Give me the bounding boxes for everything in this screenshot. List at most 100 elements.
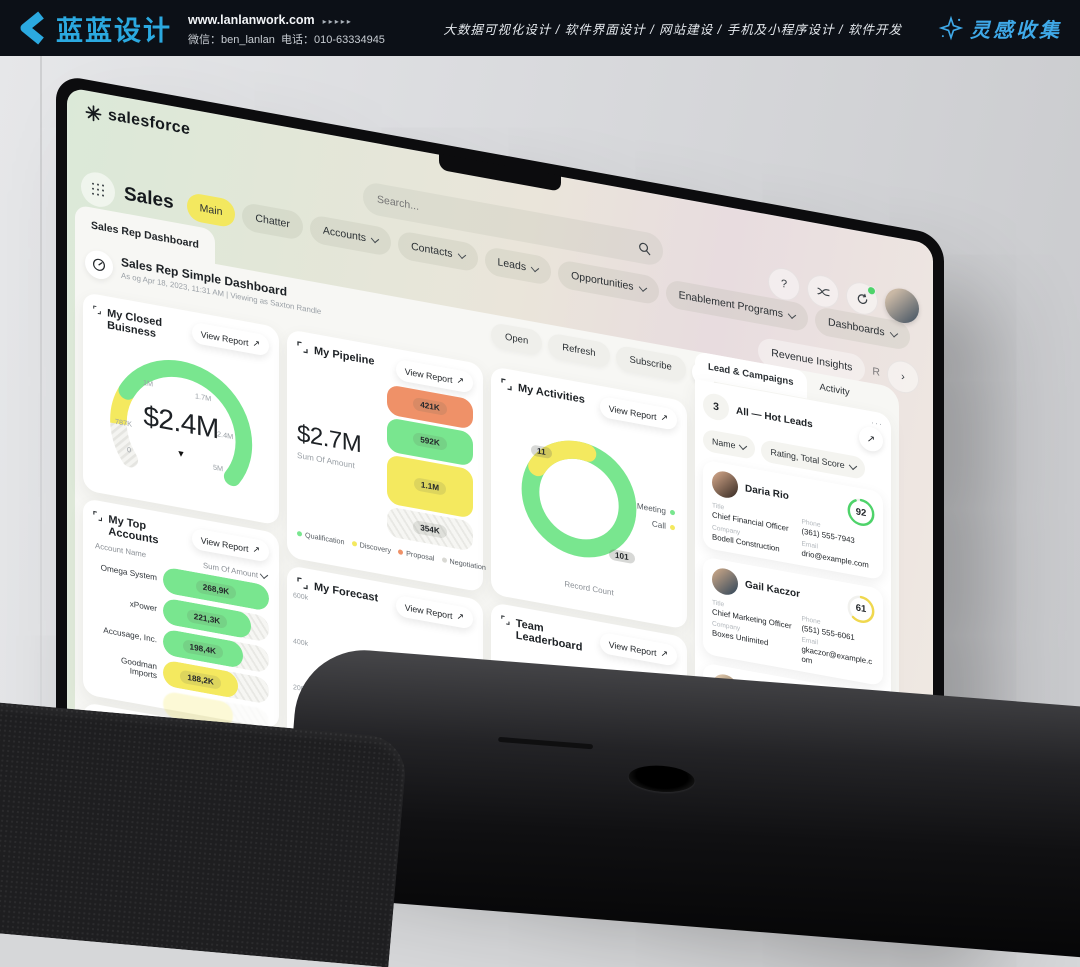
search-icon bbox=[639, 242, 651, 255]
nav-tab-main[interactable]: Main bbox=[186, 191, 236, 229]
arrow-up-right-icon: ↗ bbox=[456, 374, 464, 387]
sparkle-star-icon bbox=[938, 15, 964, 41]
chevron-right-icon: › bbox=[901, 370, 905, 384]
donut-segment-call bbox=[528, 440, 597, 477]
chevron-down-icon bbox=[457, 249, 466, 259]
y-axis-tick: 600k bbox=[293, 592, 309, 602]
chevron-down-icon bbox=[638, 282, 647, 292]
lanlan-logo: 蓝蓝设计 bbox=[14, 9, 172, 48]
bar-value: 188,2K bbox=[180, 669, 221, 690]
search-bar[interactable] bbox=[363, 180, 663, 268]
expand-icon[interactable] bbox=[501, 378, 512, 391]
legend-dot bbox=[398, 549, 404, 556]
chevron-down-icon bbox=[739, 441, 748, 450]
shuffle-button[interactable] bbox=[807, 272, 839, 311]
segment-value: 592K bbox=[413, 432, 447, 452]
subscribe-button[interactable]: Subscribe bbox=[615, 344, 686, 383]
nav-tab-accounts[interactable]: Accounts bbox=[309, 214, 392, 257]
avatar bbox=[712, 566, 738, 597]
lead-name: Gail Kaczor bbox=[745, 579, 801, 601]
nav-tab-chatter[interactable]: Chatter bbox=[242, 201, 303, 241]
banner-contact: www.lanlanwork.com ▸▸▸▸▸ 微信：ben_lanlan 电话… bbox=[188, 8, 385, 49]
collect-label: 灵感收集 bbox=[970, 19, 1062, 42]
refresh-dashboard-button[interactable]: Refresh bbox=[548, 332, 610, 369]
refresh-button[interactable] bbox=[846, 279, 878, 318]
avatar bbox=[712, 469, 738, 501]
gauge-tick: 0 bbox=[127, 444, 132, 455]
donut-caption: Record Count bbox=[564, 579, 614, 598]
app-launcher-button[interactable] bbox=[81, 169, 115, 210]
gauge-tick: 1M bbox=[143, 377, 154, 389]
services-list: 大数据可视化设计 / 软件界面设计 / 网站建设 / 手机及小程序设计 / 软件… bbox=[443, 22, 902, 37]
bar-value: 198,4K bbox=[182, 638, 223, 659]
speedometer-icon bbox=[92, 258, 106, 271]
open-button[interactable]: Open bbox=[491, 322, 543, 357]
laptop-mockup: salesforce ? bbox=[56, 74, 944, 920]
bar-value: 268,9K bbox=[195, 578, 237, 600]
phone-label: 电话：010-63334945 bbox=[280, 33, 385, 46]
header-icons: ? bbox=[768, 264, 919, 326]
legend-dot bbox=[297, 530, 302, 537]
laptop-screen: salesforce ? bbox=[67, 86, 933, 907]
lanlan-logo-text: 蓝蓝设计 bbox=[56, 15, 172, 46]
lead-card[interactable]: Gail Kaczor Title Chief Marketing Officer… bbox=[703, 556, 883, 687]
inspiration-collect[interactable]: 灵感收集 bbox=[938, 14, 1062, 43]
segment-value: 354K bbox=[413, 519, 447, 539]
expand-icon[interactable] bbox=[93, 304, 101, 316]
segment-value: 1.1M bbox=[413, 477, 447, 497]
arrow-up-right-icon: ↗ bbox=[866, 433, 876, 446]
widget-my-top-accounts: My Top Accounts View Report ↗ Account Nam… bbox=[83, 497, 279, 736]
app-title: Sales bbox=[124, 183, 174, 214]
legend-dot bbox=[441, 557, 447, 563]
nav-tab-contacts[interactable]: Contacts bbox=[398, 230, 478, 273]
chevron-down-icon bbox=[848, 461, 857, 470]
widget-title: My Activities bbox=[518, 381, 585, 407]
open-leads-button[interactable]: ↗ bbox=[859, 425, 883, 454]
salesforce-star-icon bbox=[85, 104, 102, 121]
grid-icon bbox=[91, 182, 105, 198]
arrow-up-right-icon: ↗ bbox=[252, 337, 260, 350]
view-report-button[interactable]: View Report ↗ bbox=[191, 527, 269, 563]
y-axis-tick: 400k bbox=[293, 638, 309, 648]
chevron-down-icon bbox=[530, 263, 540, 272]
desk-corner bbox=[0, 700, 409, 967]
widget-team-leaderboard: Team Leaderboard View Report↗ Saxton Ran… bbox=[491, 602, 687, 876]
widget-my-forecast: My Forecast View Report↗ 600k 400k 200k … bbox=[287, 564, 483, 839]
activities-donut-chart: 11 101 Meeting Call Record Count bbox=[501, 399, 677, 609]
lead-score-ring: 92 bbox=[846, 495, 876, 530]
view-report-button[interactable]: View Report ↗ bbox=[599, 631, 677, 667]
expand-icon[interactable] bbox=[501, 614, 510, 627]
chevron-down-icon bbox=[259, 570, 269, 580]
nav-tab-leads[interactable]: Leads bbox=[484, 245, 552, 286]
lead-score: 92 bbox=[855, 506, 867, 519]
widget-my-activities: My Activities View Report ↗ 11 101 Meetin… bbox=[491, 366, 687, 630]
nav-tab-partial: R bbox=[872, 365, 880, 379]
chevron-down-icon bbox=[787, 310, 797, 319]
lead-name: Daria Rio bbox=[745, 482, 789, 502]
nav-tab-opportunities[interactable]: Opportunities bbox=[558, 259, 659, 306]
lead-score-ring: 61 bbox=[846, 591, 876, 626]
expand-icon[interactable] bbox=[297, 341, 308, 354]
expand-icon[interactable] bbox=[93, 510, 103, 523]
dashboard-panel: Sales Rep Simple Dashboard As og Apr 18,… bbox=[75, 238, 899, 907]
gauge-segment-empty bbox=[110, 415, 139, 468]
lanlan-logo-icon bbox=[20, 11, 44, 45]
bar-value: 221,3K bbox=[186, 608, 228, 629]
chevron-down-icon bbox=[889, 328, 898, 337]
chevron-down-icon bbox=[370, 234, 380, 243]
lead-score: 61 bbox=[855, 602, 867, 616]
website-link[interactable]: www.lanlanwork.com bbox=[188, 12, 315, 27]
refresh-icon bbox=[857, 293, 867, 304]
legend-dot bbox=[351, 540, 357, 547]
leads-count-badge: 3 bbox=[703, 391, 729, 423]
expand-icon[interactable] bbox=[297, 577, 308, 590]
shuffle-icon bbox=[816, 287, 830, 296]
legend-dot bbox=[670, 509, 675, 516]
filter-name[interactable]: Name bbox=[703, 428, 756, 461]
arrow-up-right-icon: ↗ bbox=[456, 610, 464, 623]
lead-card[interactable]: Daria Rio Title Chief Financial Officer P… bbox=[703, 459, 883, 581]
help-icon: ? bbox=[780, 277, 788, 291]
widget-title: Team Leaderboard bbox=[515, 617, 583, 654]
leads-heading: All — Hot Leads bbox=[736, 405, 813, 431]
segment-value: 421K bbox=[413, 397, 447, 417]
